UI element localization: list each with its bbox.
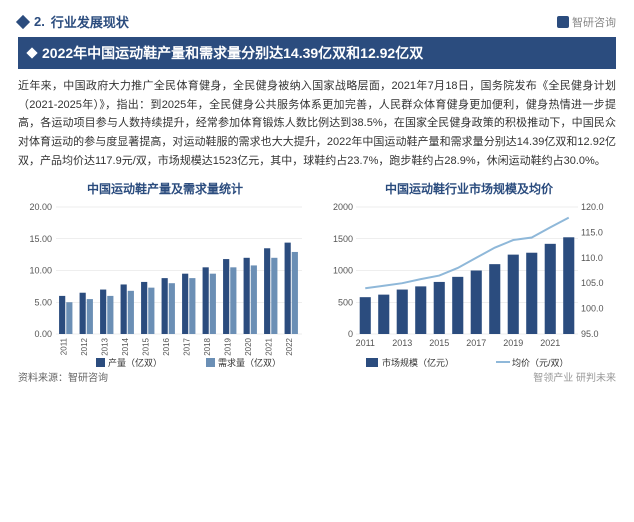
body-paragraph: 近年来，中国政府大力推广全民体育健身，全民健身被纳入国家战略层面，2021年7月… (18, 77, 616, 170)
svg-text:1500: 1500 (333, 234, 353, 244)
svg-text:2019: 2019 (223, 338, 232, 356)
section-name: 行业发展现状 (51, 12, 129, 31)
svg-text:2016: 2016 (162, 338, 171, 356)
svg-text:2011: 2011 (356, 338, 375, 348)
chart1-title: 中国运动鞋产量及需求量统计 (18, 180, 312, 197)
charts-row: 中国运动鞋产量及需求量统计 0.00 5.00 10.00 15.00 20.00 201… (18, 180, 616, 361)
svg-text:15.00: 15.00 (29, 234, 52, 244)
svg-text:产量（亿双）: 产量（亿双） (108, 357, 162, 368)
svg-text:2000: 2000 (333, 202, 353, 212)
title-bar: 2022年中国运动鞋产量和需求量分别达14.39亿双和12.92亿双 (18, 37, 616, 69)
svg-text:2017: 2017 (466, 338, 486, 348)
svg-text:500: 500 (338, 298, 353, 308)
svg-text:20.00: 20.00 (29, 202, 52, 212)
brand-badge: 智研咨询 (557, 14, 616, 30)
svg-text:2015: 2015 (429, 338, 449, 348)
svg-text:100.0: 100.0 (581, 304, 604, 314)
svg-text:2014: 2014 (121, 338, 130, 356)
svg-text:110.0: 110.0 (581, 253, 603, 263)
diamond-icon (16, 14, 30, 28)
svg-text:需求量（亿双）: 需求量（亿双） (218, 357, 281, 368)
svg-text:105.0: 105.0 (581, 279, 604, 289)
title-diamond-icon (26, 47, 37, 58)
svg-text:120.0: 120.0 (581, 202, 604, 212)
report-page: 2. 行业发展现状 智研咨询 2022年中国运动鞋产量和需求量分别达14.39亿… (0, 0, 634, 522)
brand-text: 智研咨询 (572, 14, 616, 30)
svg-text:2017: 2017 (182, 338, 191, 356)
chart2-area: 0 500 1000 1500 2000 95.0 100.0 105.0 110.0 115.0… (322, 201, 616, 361)
svg-text:2019: 2019 (503, 338, 523, 348)
chart1-area: 0.00 5.00 10.00 15.00 20.00 2011 2012 2013 2014 2… (18, 201, 312, 361)
chart2-title: 中国运动鞋行业市场规模及均价 (322, 180, 616, 197)
svg-text:1000: 1000 (333, 266, 353, 276)
chart2-svg: 0 500 1000 1500 2000 95.0 100.0 105.0 110.0 115.0… (322, 201, 612, 376)
svg-text:2013: 2013 (392, 338, 412, 348)
svg-text:2020: 2020 (244, 338, 253, 356)
chart1-svg: 0.00 5.00 10.00 15.00 20.00 2011 2012 2013 2014 2… (18, 201, 308, 376)
svg-text:2011: 2011 (59, 338, 68, 356)
svg-text:2013: 2013 (100, 338, 109, 356)
title-text: 2022年中国运动鞋产量和需求量分别达14.39亿双和12.92亿双 (42, 43, 423, 63)
brand-icon (557, 16, 569, 28)
svg-text:2022: 2022 (285, 338, 294, 356)
svg-text:0: 0 (348, 329, 353, 339)
svg-text:95.0: 95.0 (581, 329, 599, 339)
svg-text:均价（元/双）: 均价（元/双） (512, 357, 569, 368)
svg-text:0.00: 0.00 (34, 329, 52, 339)
svg-text:115.0: 115.0 (581, 228, 603, 238)
svg-text:2021: 2021 (540, 338, 560, 348)
svg-text:2012: 2012 (80, 338, 89, 356)
svg-text:2015: 2015 (141, 338, 150, 356)
svg-text:2021: 2021 (264, 338, 273, 356)
section-number: 2. (34, 14, 45, 29)
chart-left: 中国运动鞋产量及需求量统计 0.00 5.00 10.00 15.00 20.00 201… (18, 180, 312, 361)
svg-text:2018: 2018 (203, 338, 212, 356)
svg-text:5.00: 5.00 (34, 298, 52, 308)
chart-right: 中国运动鞋行业市场规模及均价 0 500 1000 1500 2000 95.0 100.0… (322, 180, 616, 361)
svg-text:10.00: 10.00 (29, 266, 52, 276)
section-title-group: 2. 行业发展现状 (18, 12, 129, 31)
section-header: 2. 行业发展现状 智研咨询 (18, 12, 616, 31)
svg-text:市场规模（亿元）: 市场规模（亿元） (382, 357, 454, 368)
